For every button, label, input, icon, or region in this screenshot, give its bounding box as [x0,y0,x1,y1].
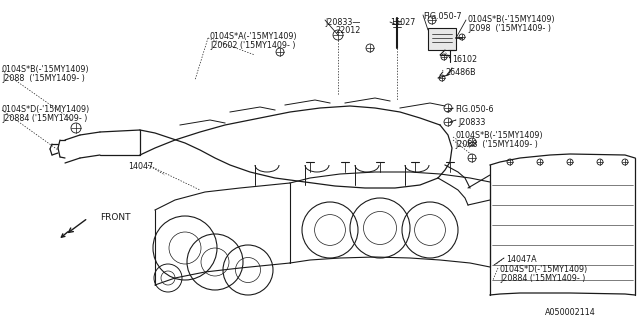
Text: 0104S*D(-'15MY1409): 0104S*D(-'15MY1409) [2,105,90,114]
Text: J2088  ('15MY1409- ): J2088 ('15MY1409- ) [2,74,85,83]
Text: FIG.050-6: FIG.050-6 [455,105,493,114]
FancyBboxPatch shape [428,28,456,50]
Text: 0104S*A(-'15MY1409): 0104S*A(-'15MY1409) [210,32,298,41]
Text: 0104S*D(-'15MY1409): 0104S*D(-'15MY1409) [500,265,588,274]
Text: J20833—: J20833— [325,18,360,27]
Text: 26486B: 26486B [445,68,476,77]
Text: A050002114: A050002114 [545,308,596,317]
Text: 22012: 22012 [335,26,360,35]
Text: 15027: 15027 [390,18,415,27]
Text: FIG.050-7: FIG.050-7 [423,12,461,21]
Text: J20602 ('15MY1409- ): J20602 ('15MY1409- ) [210,41,296,50]
Text: 16102: 16102 [452,55,477,64]
Text: 14047: 14047 [128,162,153,171]
Text: 0104S*B(-'15MY1409): 0104S*B(-'15MY1409) [468,15,556,24]
Text: J2098  ('15MY1409- ): J2098 ('15MY1409- ) [468,24,551,33]
Text: 0104S*B(-'15MY1409): 0104S*B(-'15MY1409) [455,131,543,140]
Text: J20884 ('15MY1409- ): J20884 ('15MY1409- ) [2,114,88,123]
Text: J20833: J20833 [458,118,485,127]
Text: J2088  ('15MY1409- ): J2088 ('15MY1409- ) [455,140,538,149]
Text: 14047A: 14047A [506,255,536,264]
Text: FRONT: FRONT [100,213,131,222]
Text: J20884 ('15MY1409- ): J20884 ('15MY1409- ) [500,274,586,283]
Text: 0104S*B(-'15MY1409): 0104S*B(-'15MY1409) [2,65,90,74]
